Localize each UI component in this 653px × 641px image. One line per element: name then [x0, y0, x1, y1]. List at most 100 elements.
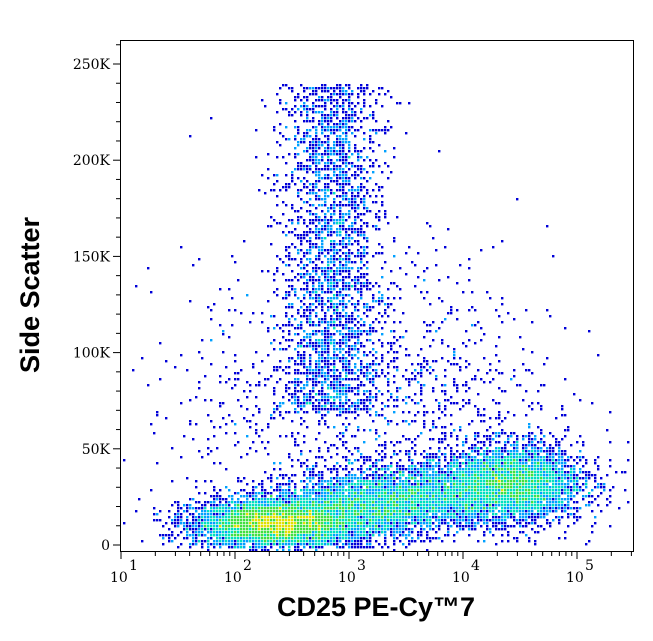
density-cell: [375, 507, 378, 510]
density-cell: [348, 261, 351, 264]
density-cell: [318, 237, 321, 240]
density-cell: [336, 354, 339, 357]
density-cell: [333, 309, 336, 312]
density-cell: [354, 198, 357, 201]
density-cell: [477, 453, 480, 456]
density-cell: [273, 279, 276, 282]
density-cell: [357, 528, 360, 531]
density-cell: [339, 357, 342, 360]
density-cell: [363, 93, 366, 96]
density-cell: [366, 339, 369, 342]
density-cell: [315, 153, 318, 156]
density-cell: [405, 330, 408, 333]
density-cell: [330, 111, 333, 114]
density-cell: [288, 252, 291, 255]
density-cell: [366, 222, 369, 225]
density-cell: [360, 384, 363, 387]
density-cell: [315, 381, 318, 384]
density-cell: [387, 501, 390, 504]
density-cell: [561, 474, 564, 477]
density-cell: [318, 375, 321, 378]
density-cell: [327, 513, 330, 516]
density-cell: [399, 501, 402, 504]
density-cell: [339, 222, 342, 225]
density-cell: [321, 252, 324, 255]
density-cell: [387, 372, 390, 375]
density-cell: [321, 342, 324, 345]
density-cell: [531, 474, 534, 477]
density-cell: [402, 501, 405, 504]
density-cell: [537, 498, 540, 501]
density-cell: [231, 516, 234, 519]
density-cell: [315, 366, 318, 369]
density-cell: [219, 498, 222, 501]
density-cell: [507, 513, 510, 516]
density-cell: [507, 438, 510, 441]
density-cell: [429, 462, 432, 465]
density-cell: [558, 471, 561, 474]
density-cell: [495, 501, 498, 504]
density-cell: [348, 522, 351, 525]
density-cell: [324, 237, 327, 240]
density-cell: [342, 282, 345, 285]
density-cell: [423, 519, 426, 522]
density-cell: [450, 468, 453, 471]
density-cell: [258, 513, 261, 516]
density-cell: [390, 396, 393, 399]
density-cell: [282, 348, 285, 351]
density-cell: [444, 522, 447, 525]
density-cell: [321, 318, 324, 321]
density-cell: [261, 504, 264, 507]
density-cell: [309, 504, 312, 507]
density-cell: [423, 492, 426, 495]
density-cell: [435, 498, 438, 501]
density-cell: [339, 204, 342, 207]
density-cell: [315, 279, 318, 282]
density-cell: [366, 306, 369, 309]
density-cell: [360, 489, 363, 492]
density-cell: [453, 471, 456, 474]
density-cell: [312, 246, 315, 249]
density-cell: [348, 504, 351, 507]
density-cell: [333, 264, 336, 267]
density-cell: [246, 534, 249, 537]
density-cell: [501, 450, 504, 453]
density-cell: [219, 543, 222, 546]
density-cell: [411, 489, 414, 492]
density-cell: [393, 453, 396, 456]
density-cell: [315, 87, 318, 90]
density-cell: [276, 408, 279, 411]
density-cell: [306, 504, 309, 507]
density-cell: [357, 546, 360, 549]
density-cell: [318, 96, 321, 99]
density-cell: [306, 336, 309, 339]
density-cell: [444, 492, 447, 495]
density-cell: [180, 543, 183, 546]
density-cell: [339, 513, 342, 516]
density-cell: [372, 369, 375, 372]
density-cell: [321, 261, 324, 264]
density-cell: [291, 270, 294, 273]
density-cell: [477, 468, 480, 471]
density-cell: [318, 321, 321, 324]
density-cell: [336, 405, 339, 408]
density-cell: [354, 330, 357, 333]
density-cell: [474, 528, 477, 531]
density-cell: [435, 489, 438, 492]
density-cell: [273, 516, 276, 519]
density-cell: [339, 399, 342, 402]
density-cell: [207, 522, 210, 525]
density-cell: [312, 369, 315, 372]
density-cell: [381, 468, 384, 471]
density-cell: [462, 474, 465, 477]
density-cell: [321, 540, 324, 543]
density-cell: [408, 471, 411, 474]
density-cell: [528, 495, 531, 498]
density-cell: [297, 411, 300, 414]
density-cell: [414, 483, 417, 486]
density-cell: [351, 201, 354, 204]
density-cell: [288, 219, 291, 222]
density-cell: [330, 162, 333, 165]
density-cell: [345, 477, 348, 480]
density-cell: [330, 408, 333, 411]
